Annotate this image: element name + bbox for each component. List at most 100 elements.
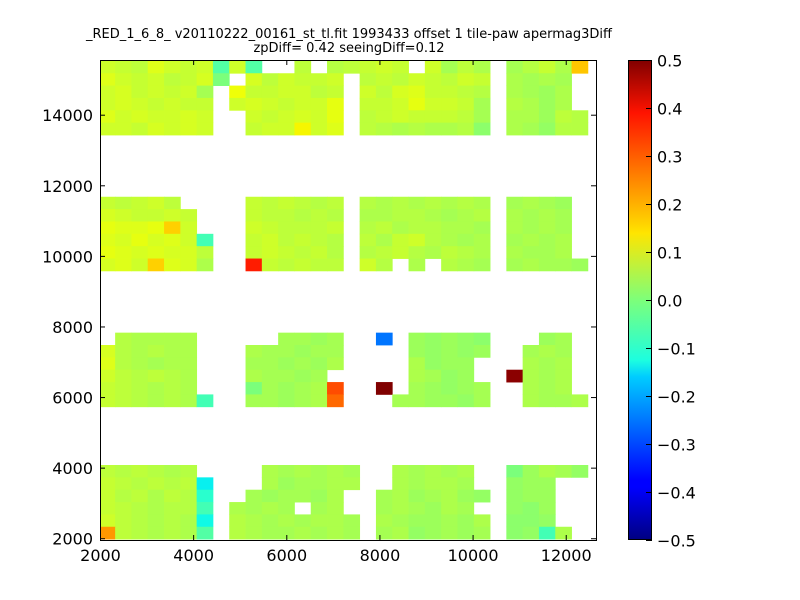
heatmap-cell bbox=[261, 73, 279, 86]
heatmap-cell bbox=[359, 85, 377, 99]
heatmap-cell bbox=[392, 526, 409, 540]
heatmap-cell bbox=[261, 382, 279, 395]
heatmap-cell bbox=[522, 73, 540, 86]
heatmap-cell bbox=[457, 357, 475, 371]
heatmap-cell bbox=[180, 526, 198, 540]
heatmap-cell bbox=[261, 489, 279, 503]
heatmap-cell bbox=[538, 258, 556, 272]
heatmap-cell bbox=[424, 209, 442, 222]
heatmap-cell bbox=[180, 369, 198, 383]
heatmap-cell bbox=[278, 258, 295, 272]
heatmap-cell bbox=[327, 489, 344, 503]
heatmap-cell bbox=[115, 502, 132, 515]
heatmap-cell bbox=[359, 97, 377, 111]
heatmap-cell bbox=[424, 233, 442, 247]
heatmap-cell bbox=[229, 526, 246, 540]
heatmap-cell bbox=[457, 246, 475, 259]
y-tick-label: 8000 bbox=[52, 318, 93, 337]
heatmap-cell bbox=[294, 514, 312, 528]
heatmap-cell bbox=[278, 514, 295, 528]
heatmap-cell bbox=[327, 73, 344, 86]
heatmap-cell bbox=[424, 122, 442, 136]
colorbar-tick-label: 0.0 bbox=[657, 292, 682, 311]
heatmap-cell bbox=[457, 110, 475, 124]
heatmap-cell bbox=[424, 526, 442, 540]
heatmap-cell bbox=[100, 85, 116, 99]
heatmap-cell bbox=[506, 369, 524, 383]
heatmap-cell bbox=[180, 465, 198, 478]
heatmap-cell bbox=[115, 489, 132, 503]
heatmap-cell bbox=[555, 345, 572, 358]
heatmap-cell bbox=[164, 345, 181, 358]
heatmap-cell bbox=[100, 122, 116, 136]
heatmap-cell bbox=[392, 97, 409, 111]
heatmap-cell bbox=[473, 196, 491, 210]
heatmap-cell bbox=[441, 258, 458, 272]
heatmap-cell bbox=[538, 246, 556, 259]
heatmap-cell bbox=[115, 394, 132, 408]
heatmap-cell bbox=[457, 345, 475, 358]
heatmap-cell bbox=[131, 382, 149, 395]
heatmap-cell bbox=[522, 526, 540, 540]
heatmap-cell bbox=[100, 233, 116, 247]
heatmap-cell bbox=[441, 332, 458, 346]
heatmap-cell bbox=[261, 369, 279, 383]
heatmap-cell bbox=[131, 85, 149, 99]
heatmap-cell bbox=[424, 345, 442, 358]
heatmap-cell bbox=[180, 502, 198, 515]
heatmap-cell bbox=[115, 196, 132, 210]
heatmap-cell bbox=[310, 221, 328, 235]
heatmap-cell bbox=[115, 332, 132, 346]
heatmap-cell bbox=[441, 526, 458, 540]
heatmap-cell bbox=[294, 73, 312, 86]
colorbar-tick-label: −0.3 bbox=[657, 436, 696, 455]
heatmap-cell bbox=[555, 246, 572, 259]
heatmap-cell bbox=[294, 209, 312, 222]
heatmap-cell bbox=[555, 394, 572, 408]
heatmap-cell bbox=[555, 97, 572, 111]
heatmap-cell bbox=[522, 60, 540, 74]
colorbar-tick-label: 0.1 bbox=[657, 244, 682, 263]
heatmap-cell bbox=[164, 60, 181, 74]
heatmap-cell bbox=[538, 526, 556, 540]
heatmap-cell bbox=[164, 382, 181, 395]
heatmap-cell bbox=[359, 233, 377, 247]
heatmap-cell bbox=[538, 382, 556, 395]
heatmap-cell bbox=[392, 196, 409, 210]
heatmap-cell bbox=[196, 258, 214, 272]
heatmap-cell bbox=[441, 209, 458, 222]
heatmap-cell bbox=[131, 209, 149, 222]
heatmap-cell bbox=[424, 369, 442, 383]
heatmap-cell bbox=[180, 246, 198, 259]
x-tick-label: 12000 bbox=[541, 546, 592, 565]
heatmap-cell bbox=[327, 514, 344, 528]
heatmap-cell bbox=[115, 122, 132, 136]
heatmap-cell bbox=[278, 233, 295, 247]
heatmap-cell bbox=[245, 514, 263, 528]
heatmap-cell bbox=[115, 345, 132, 358]
heatmap-cell bbox=[392, 514, 409, 528]
heatmap-cell bbox=[441, 465, 458, 478]
heatmap-cell bbox=[522, 196, 540, 210]
heatmap-cell bbox=[424, 394, 442, 408]
heatmap-cell bbox=[164, 258, 181, 272]
heatmap-cell bbox=[115, 60, 132, 74]
heatmap-cell bbox=[408, 502, 426, 515]
heatmap-cell bbox=[131, 357, 149, 371]
heatmap-cell bbox=[522, 465, 540, 478]
heatmap-cell bbox=[180, 233, 198, 247]
heatmap-cell bbox=[375, 97, 393, 111]
heatmap-cell bbox=[115, 110, 132, 124]
heatmap-cell bbox=[375, 526, 393, 540]
heatmap-cell bbox=[164, 233, 181, 247]
heatmap-cell bbox=[424, 246, 442, 259]
heatmap-cell bbox=[424, 196, 442, 210]
heatmap-cell bbox=[506, 221, 524, 235]
x-tick-label: 6000 bbox=[266, 546, 307, 565]
heatmap-cell bbox=[392, 73, 409, 86]
heatmap-cell bbox=[522, 345, 540, 358]
heatmap-cell bbox=[441, 110, 458, 124]
heatmap-cell bbox=[278, 382, 295, 395]
heatmap-cell bbox=[164, 122, 181, 136]
heatmap-cell bbox=[424, 502, 442, 515]
